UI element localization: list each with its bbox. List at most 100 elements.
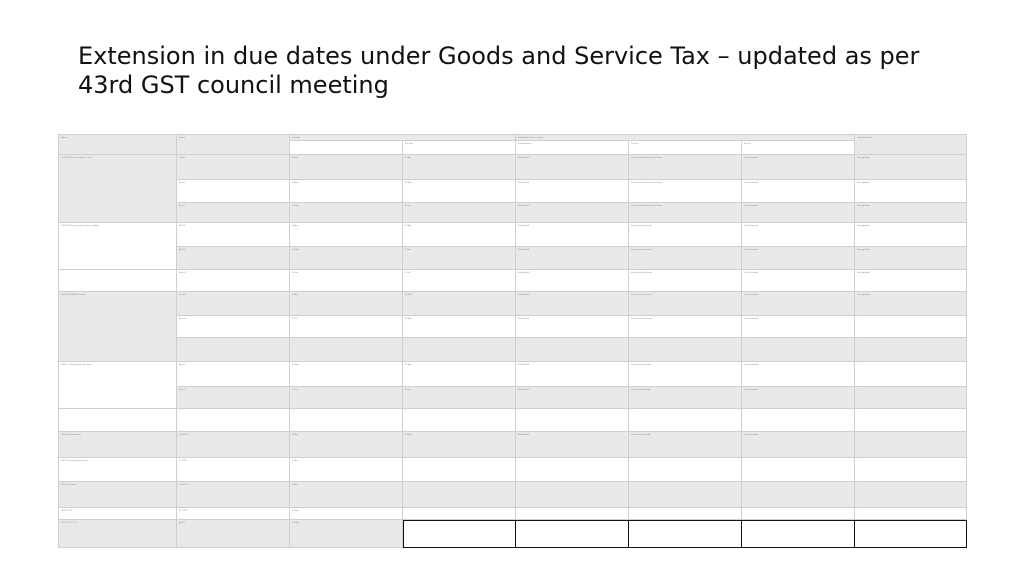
table-cell: Extended till	[516, 223, 629, 247]
table-cell: Interest at reduced rate for 15 days	[629, 180, 742, 203]
subheader-cell	[290, 141, 403, 155]
table-cell: Jan-Mar 21	[177, 432, 290, 458]
table-cell: May-21	[177, 270, 290, 292]
table-cell: Interest at reduced rate	[629, 316, 742, 338]
row-group-label: GSTR-3B (QRMP scheme)	[58, 292, 177, 362]
table-cell: 04-Jun	[403, 203, 516, 223]
table-cell: —	[855, 508, 967, 520]
table-cell: 10-May	[290, 520, 403, 548]
table-cell: Not applicable	[855, 247, 967, 270]
table-cell: Extended till	[516, 155, 629, 180]
table-cell: 20-Jun	[290, 270, 403, 292]
row-group-label	[58, 270, 177, 292]
table-cell: 20-Apr	[290, 223, 403, 247]
table-cell: Not applicable	[855, 155, 967, 180]
table-cell: Late fee waived	[742, 387, 855, 409]
table-cell: —	[629, 409, 742, 432]
table-cell: Extended till	[516, 316, 629, 338]
table-cell: —	[742, 409, 855, 432]
table-cell: Not applicable	[855, 180, 967, 203]
table-cell: Apr-21	[177, 203, 290, 223]
table-cell	[629, 482, 742, 508]
table-cell: 18-Apr	[290, 432, 403, 458]
table-cell: 31-Mar	[290, 508, 403, 520]
slide-title: Extension in due dates under Goods and S…	[78, 42, 920, 99]
table-cell: —	[629, 338, 742, 362]
table-cell: —	[290, 338, 403, 362]
subheader-cell: Extended date	[516, 141, 629, 155]
row-group-label: GSTR-1 / IFF (monthly / quarterly)	[58, 362, 177, 409]
table-cell: 18-May	[403, 432, 516, 458]
table-cell: —	[855, 338, 967, 362]
table-cell: Late fee waived	[742, 247, 855, 270]
table-cell: —	[403, 338, 516, 362]
table-cell: Interest not applicable	[629, 387, 742, 409]
table-cell: —	[403, 409, 516, 432]
table-cell: —	[855, 362, 967, 387]
subheader-cell: Interest	[742, 141, 855, 155]
table-cell: Late fee waived	[742, 203, 855, 223]
table-cell: 11-Jun	[290, 387, 403, 409]
table-cell: 20-Jun	[403, 247, 516, 270]
table-cell: 22-Jul	[290, 316, 403, 338]
table-cell	[403, 458, 516, 482]
table-cell: Interest at reduced rate	[629, 292, 742, 316]
table-cell: Apr-21	[177, 520, 290, 548]
table-cell: Extended till	[516, 362, 629, 387]
table-cell: Not applicable	[855, 223, 967, 247]
row-group-label: GSTR-4 (composition annual)	[58, 458, 177, 482]
table-cell: 11-May	[290, 362, 403, 387]
table-cell: Interest at reduced rate	[629, 270, 742, 292]
table-cell: Interest at reduced rate	[629, 247, 742, 270]
row-group-label: ITC-04 (job work)	[58, 482, 177, 508]
table-cell: Extended till	[516, 203, 629, 223]
table-cell: Mar-21	[177, 180, 290, 203]
table-cell: —	[516, 338, 629, 362]
table-cell: 06-Aug	[403, 316, 516, 338]
table-cell: Extended till	[516, 180, 629, 203]
table-cell: Apr-21	[177, 362, 290, 387]
header-due-date: Due date	[290, 134, 516, 141]
table-cell: Late fee waived	[742, 292, 855, 316]
table-cell	[742, 482, 855, 508]
table-cell	[403, 482, 516, 508]
table-cell	[629, 458, 742, 482]
table-cell: 20-Apr	[290, 180, 403, 203]
table-cell	[516, 482, 629, 508]
table-cell: —	[177, 338, 290, 362]
table-cell: 22-Apr	[290, 292, 403, 316]
table-cell: —	[855, 409, 967, 432]
table-cell: Not applicable	[855, 270, 967, 292]
table-cell	[742, 458, 855, 482]
table-cell: 05-Jul	[403, 270, 516, 292]
table-cell: —	[855, 432, 967, 458]
table-cell: —	[855, 316, 967, 338]
table-cell: Extended till	[516, 292, 629, 316]
header-return: Return	[58, 134, 177, 155]
table-cell: Jan-Mar	[177, 292, 290, 316]
table-cell: —	[516, 409, 629, 432]
table-cell	[403, 508, 516, 520]
table-cell: Not applicable	[855, 292, 967, 316]
subheader-cell: Due date	[403, 141, 516, 155]
table-cell: Feb-21	[177, 155, 290, 180]
table-cell	[742, 520, 855, 548]
row-group-label: CMP-08 (composition)	[58, 432, 177, 458]
table-cell: 26-Jun	[403, 387, 516, 409]
table-cell: May-21	[177, 387, 290, 409]
header-period: Period	[177, 134, 290, 155]
table-cell: Extended till	[516, 247, 629, 270]
table-cell	[629, 520, 742, 548]
row-group-label: GSTR-9 / 9C	[58, 508, 177, 520]
table-cell: —	[855, 387, 967, 409]
table-cell: 26-May	[403, 362, 516, 387]
table-cell: 20-Mar	[290, 155, 403, 180]
table-cell: Apr-Jun	[177, 316, 290, 338]
row-group-label	[58, 409, 177, 432]
table-cell: Interest not applicable	[629, 432, 742, 458]
row-group-label: GSTR-5 / 6 / 7 / 8	[58, 520, 177, 548]
row-group-label: GSTR-3B (turnover up to 5 crore, monthly…	[58, 223, 177, 270]
table-cell: 25-Apr	[290, 482, 403, 508]
header-extended: Extended due date / remarks	[516, 134, 855, 141]
table-cell: 20-May	[290, 203, 403, 223]
